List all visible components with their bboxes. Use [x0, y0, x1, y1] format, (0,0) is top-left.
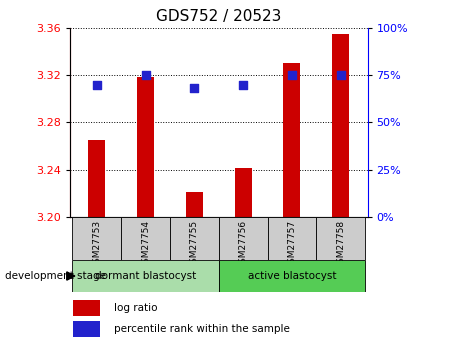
- Bar: [137, 77, 154, 217]
- Bar: [219, 217, 267, 260]
- Bar: [88, 140, 105, 217]
- Text: percentile rank within the sample: percentile rank within the sample: [114, 324, 290, 334]
- Bar: [283, 63, 300, 217]
- Text: GSM27753: GSM27753: [92, 219, 101, 269]
- Text: GSM27758: GSM27758: [336, 219, 345, 269]
- Point: [239, 82, 247, 87]
- Bar: [72, 260, 219, 292]
- Bar: [316, 217, 365, 260]
- Text: GSM27755: GSM27755: [190, 219, 199, 269]
- Text: GSM27754: GSM27754: [141, 219, 150, 268]
- Point: [93, 82, 101, 87]
- Point: [288, 72, 295, 78]
- Bar: [121, 217, 170, 260]
- Bar: [170, 217, 219, 260]
- Point: [191, 86, 198, 91]
- Polygon shape: [67, 272, 75, 280]
- Title: GDS752 / 20523: GDS752 / 20523: [156, 9, 281, 24]
- Bar: [73, 300, 100, 316]
- Bar: [72, 217, 121, 260]
- Bar: [186, 193, 203, 217]
- Bar: [267, 217, 316, 260]
- Bar: [332, 33, 349, 217]
- Bar: [219, 260, 365, 292]
- Text: active blastocyst: active blastocyst: [248, 271, 336, 281]
- Bar: [73, 322, 100, 337]
- Point: [337, 72, 344, 78]
- Text: GSM27756: GSM27756: [239, 219, 248, 269]
- Text: log ratio: log ratio: [114, 303, 157, 313]
- Text: development stage: development stage: [5, 271, 106, 281]
- Point: [142, 72, 149, 78]
- Bar: [235, 168, 252, 217]
- Text: dormant blastocyst: dormant blastocyst: [95, 271, 196, 281]
- Text: GSM27757: GSM27757: [287, 219, 296, 269]
